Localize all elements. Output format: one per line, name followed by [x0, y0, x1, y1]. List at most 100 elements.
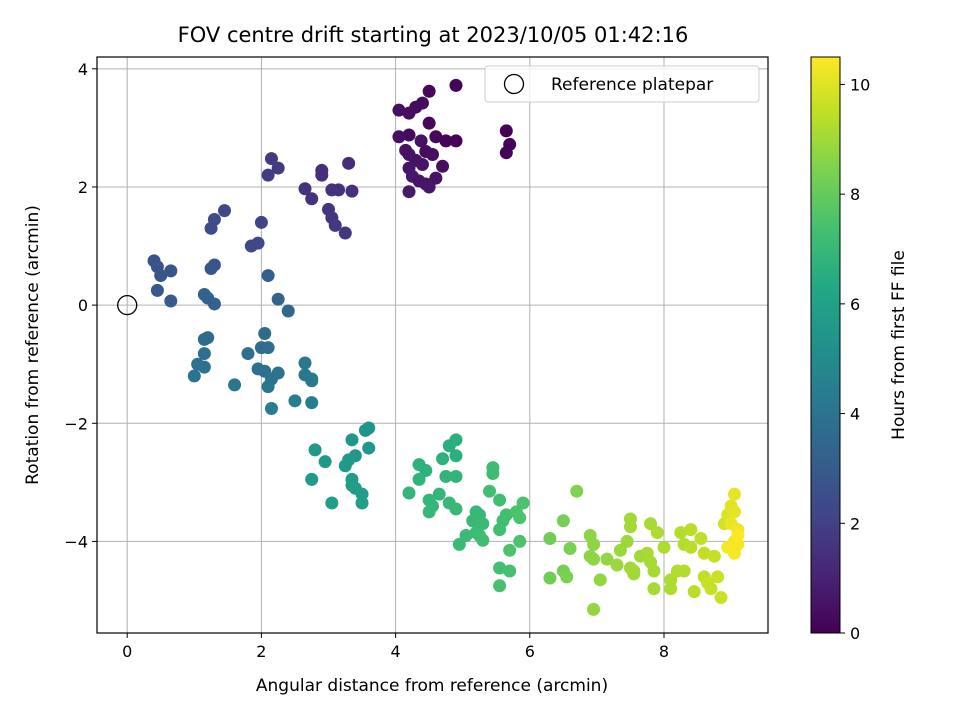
legend-marker	[503, 73, 525, 95]
data-point	[254, 215, 268, 229]
colorbar-tick-label: 10	[850, 75, 870, 94]
data-point	[727, 505, 741, 519]
data-point	[620, 534, 634, 548]
data-point	[714, 591, 728, 605]
data-point	[264, 152, 278, 166]
legend-box	[484, 65, 760, 103]
data-point	[623, 520, 637, 534]
data-point	[664, 582, 678, 596]
data-point	[499, 124, 513, 138]
data-point	[674, 526, 688, 540]
data-point	[543, 571, 557, 585]
reference-layer	[117, 294, 138, 316]
data-point	[560, 570, 574, 584]
data-point	[449, 469, 463, 483]
data-point	[486, 466, 500, 480]
data-point	[201, 331, 215, 345]
data-point	[392, 130, 406, 144]
data-point	[439, 469, 453, 483]
data-point	[570, 484, 584, 498]
data-point	[684, 540, 698, 554]
data-point	[677, 564, 691, 578]
data-point	[449, 134, 463, 148]
data-point	[721, 540, 735, 554]
data-point	[228, 378, 242, 392]
data-point	[600, 552, 614, 566]
colorbar-ticks: 0 2 4 6 8 10	[840, 75, 870, 643]
chart-title: FOV centre drift starting at 2023/10/05 …	[178, 23, 689, 47]
data-point	[305, 192, 319, 206]
colorbar-tick-label: 6	[850, 295, 860, 314]
data-point	[513, 511, 527, 525]
data-point	[187, 369, 201, 383]
data-point	[422, 84, 436, 98]
data-point	[261, 341, 275, 355]
data-point	[436, 159, 450, 173]
reference-platepar-marker	[117, 294, 138, 316]
colorbar-tick-label: 4	[850, 405, 860, 424]
x-tick-label: 2	[256, 642, 266, 661]
data-point	[332, 183, 346, 197]
data-point	[704, 582, 718, 596]
data-points	[147, 78, 745, 616]
data-point	[150, 283, 164, 297]
data-point	[338, 226, 352, 240]
legend-label: Reference platepar	[551, 75, 713, 95]
data-point	[355, 496, 369, 510]
data-point	[449, 502, 463, 516]
data-point	[452, 537, 466, 551]
data-point	[402, 486, 416, 500]
data-point	[647, 582, 661, 596]
data-point	[503, 543, 517, 557]
data-point	[241, 347, 255, 361]
data-point	[217, 204, 231, 218]
data-point	[657, 540, 671, 554]
data-point	[288, 394, 302, 408]
data-point	[261, 168, 275, 182]
data-point	[543, 531, 557, 545]
data-point	[358, 423, 372, 437]
data-point	[271, 161, 285, 175]
data-point	[610, 558, 624, 572]
x-tick-label: 4	[391, 642, 401, 661]
data-point	[429, 171, 443, 185]
data-point	[261, 380, 275, 394]
data-point	[627, 567, 641, 581]
data-point	[204, 261, 218, 275]
y-tick-label: −4	[64, 532, 88, 551]
data-point	[251, 236, 265, 250]
data-point	[305, 374, 319, 388]
data-point	[613, 543, 627, 557]
data-point	[587, 552, 601, 566]
data-point	[402, 185, 416, 199]
data-point	[493, 579, 507, 593]
data-point	[318, 455, 332, 469]
data-point	[392, 103, 406, 117]
data-point	[305, 396, 319, 410]
data-point	[731, 529, 745, 543]
y-tick-label: −2	[64, 414, 88, 433]
data-point	[647, 564, 661, 578]
data-point	[414, 134, 428, 148]
data-point	[513, 534, 527, 548]
data-point	[707, 549, 721, 563]
data-point	[563, 542, 577, 556]
data-point	[281, 304, 295, 318]
data-point	[493, 561, 507, 575]
data-point	[308, 443, 322, 457]
data-point	[342, 156, 356, 170]
data-point	[459, 529, 473, 543]
data-point	[499, 146, 513, 160]
data-point	[154, 269, 168, 283]
data-point	[436, 452, 450, 466]
data-point	[556, 514, 570, 528]
y-axis-label: Rotation from reference (arcmin)	[23, 205, 43, 485]
data-point	[593, 573, 607, 587]
data-point	[694, 531, 708, 545]
data-point	[271, 292, 285, 306]
data-point	[449, 449, 463, 463]
data-point	[429, 130, 443, 144]
data-point	[422, 505, 436, 519]
data-point	[298, 356, 312, 370]
colorbar	[810, 56, 841, 634]
